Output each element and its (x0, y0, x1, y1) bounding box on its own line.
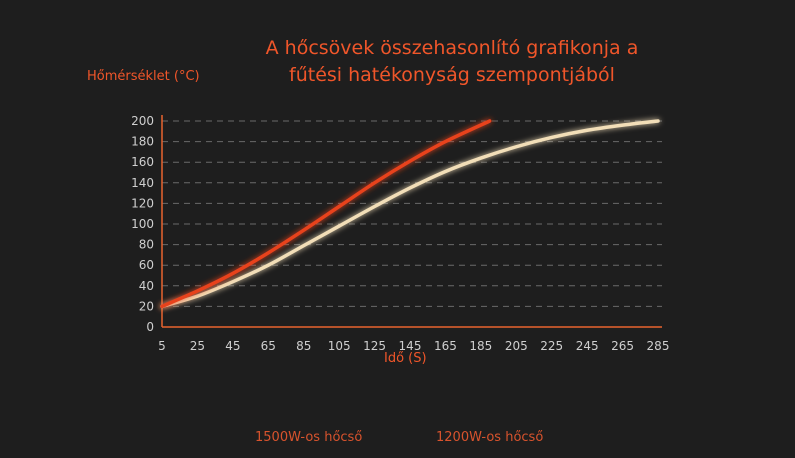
legend-label-2: 1200W-os hőcső (436, 430, 543, 445)
y-tick-label: 0 (146, 320, 154, 334)
x-tick-label: 225 (540, 339, 563, 353)
x-tick-label: 65 (261, 339, 276, 353)
legend: 1500W-os hőcső 1200W-os hőcső (255, 415, 543, 445)
x-tick-label: 105 (328, 339, 351, 353)
chart-title-line-1: A hőcsövek összehasonlító grafikonja a (266, 37, 639, 59)
series-1-line (160, 119, 492, 309)
series-2-line (160, 119, 660, 309)
x-tick-label: 185 (469, 339, 492, 353)
x-tick-label: 205 (505, 339, 528, 353)
y-tick-label: 200 (131, 114, 154, 128)
axes (161, 115, 662, 328)
x-axis-label: Idő (S) (384, 351, 427, 366)
y-tick-label: 140 (131, 176, 154, 190)
x-tick-label: 145 (399, 339, 422, 353)
y-axis-label: Hőmérséklet (°C) (87, 69, 200, 84)
x-tick-label: 285 (647, 339, 670, 353)
y-tick-label: 160 (131, 155, 154, 169)
x-tick-label: 165 (434, 339, 457, 353)
y-tick-label: 40 (139, 279, 154, 293)
x-tick-label: 25 (190, 339, 205, 353)
y-tick-label: 20 (139, 299, 154, 313)
x-tick-label: 125 (363, 339, 386, 353)
y-tick-label: 180 (131, 135, 154, 149)
y-tick-label: 80 (139, 238, 154, 252)
x-tick-label: 85 (296, 339, 311, 353)
y-tick-label: 120 (131, 196, 154, 210)
x-tick-label: 45 (225, 339, 240, 353)
chart-title-line-2: fűtési hatékonyság szempontjából (289, 64, 615, 86)
x-tick-label: 265 (611, 339, 634, 353)
y-tick-label: 60 (139, 258, 154, 272)
x-tick-label: 245 (576, 339, 599, 353)
x-tick-label: 5 (158, 339, 166, 353)
y-tick-label: 100 (131, 217, 154, 231)
tick-labels: 0 20 40 60 80 100 120 140 160 180 200 5 25 45 65 85 105 1… (131, 114, 669, 353)
series-lines (160, 119, 660, 309)
legend-label-1: 1500W-os hőcső (255, 430, 362, 445)
